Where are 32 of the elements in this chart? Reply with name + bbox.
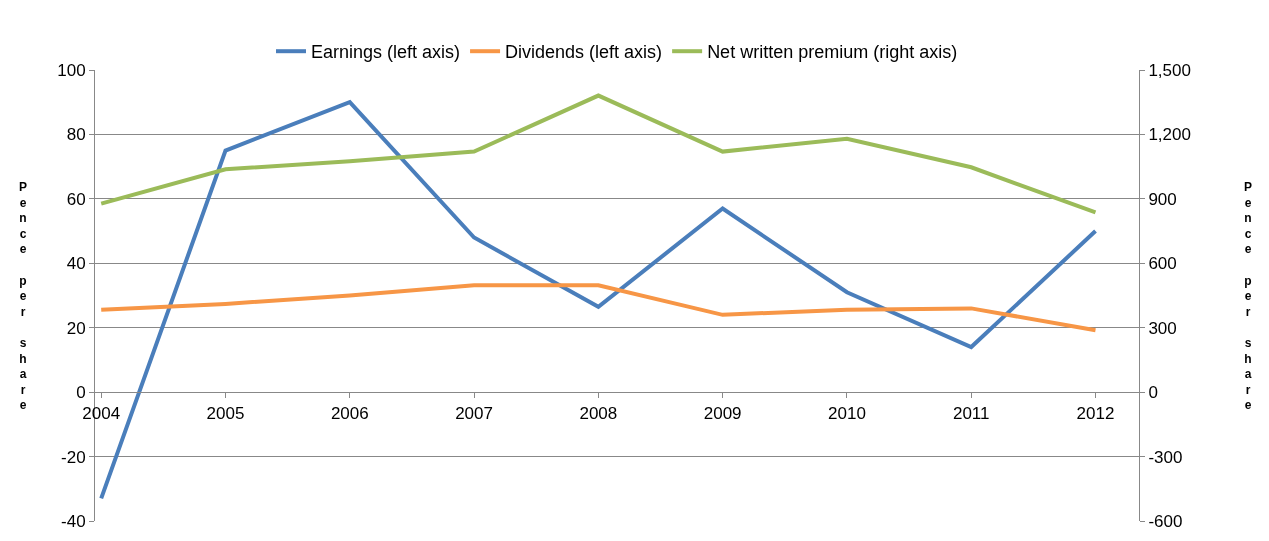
text: Pence per share [1244,180,1253,413]
legend-label: Net written premium (right axis) [707,42,958,63]
x-tick-label: 2009 [703,403,742,423]
line-series [99,93,1098,215]
y2-tick-label: -600 [1148,511,1183,531]
y-tick-label: 40 [66,254,86,274]
x-tick-label: 2006 [330,403,369,423]
legend-label: Earnings (left axis) [311,42,461,63]
y2-tick-label: -300 [1148,447,1183,467]
y2-tick-label: 300 [1148,318,1177,338]
y2-tick-label: 900 [1148,189,1177,209]
y2-tick-label: 1,500 [1148,60,1191,80]
legend-label: Dividends (left axis) [505,42,663,63]
x-tick-label: 2012 [1076,403,1115,423]
y-tick-label: -40 [61,511,86,531]
x-tick-label: 2010 [828,403,866,423]
x-tick-label: 2004 [82,403,121,423]
y-tick-label: 60 [66,189,86,209]
y-tick-label: 100 [57,60,86,80]
y-tick-label: -20 [61,447,86,467]
text: Pence per share [19,180,28,413]
y-tick-label: 0 [76,383,86,403]
y2-tick-label: 0 [1148,383,1158,403]
y-tick-label: 20 [66,318,86,338]
x-tick-label: 2008 [579,403,618,423]
line-series [99,283,1098,333]
y2-tick-label: 600 [1148,254,1177,274]
y2-tick-label: 1,200 [1148,125,1191,145]
x-tick-label: 2005 [206,403,245,423]
y-tick-label: 80 [66,125,86,145]
x-tick-label: 2007 [455,403,493,423]
x-tick-label: 2011 [952,403,990,423]
